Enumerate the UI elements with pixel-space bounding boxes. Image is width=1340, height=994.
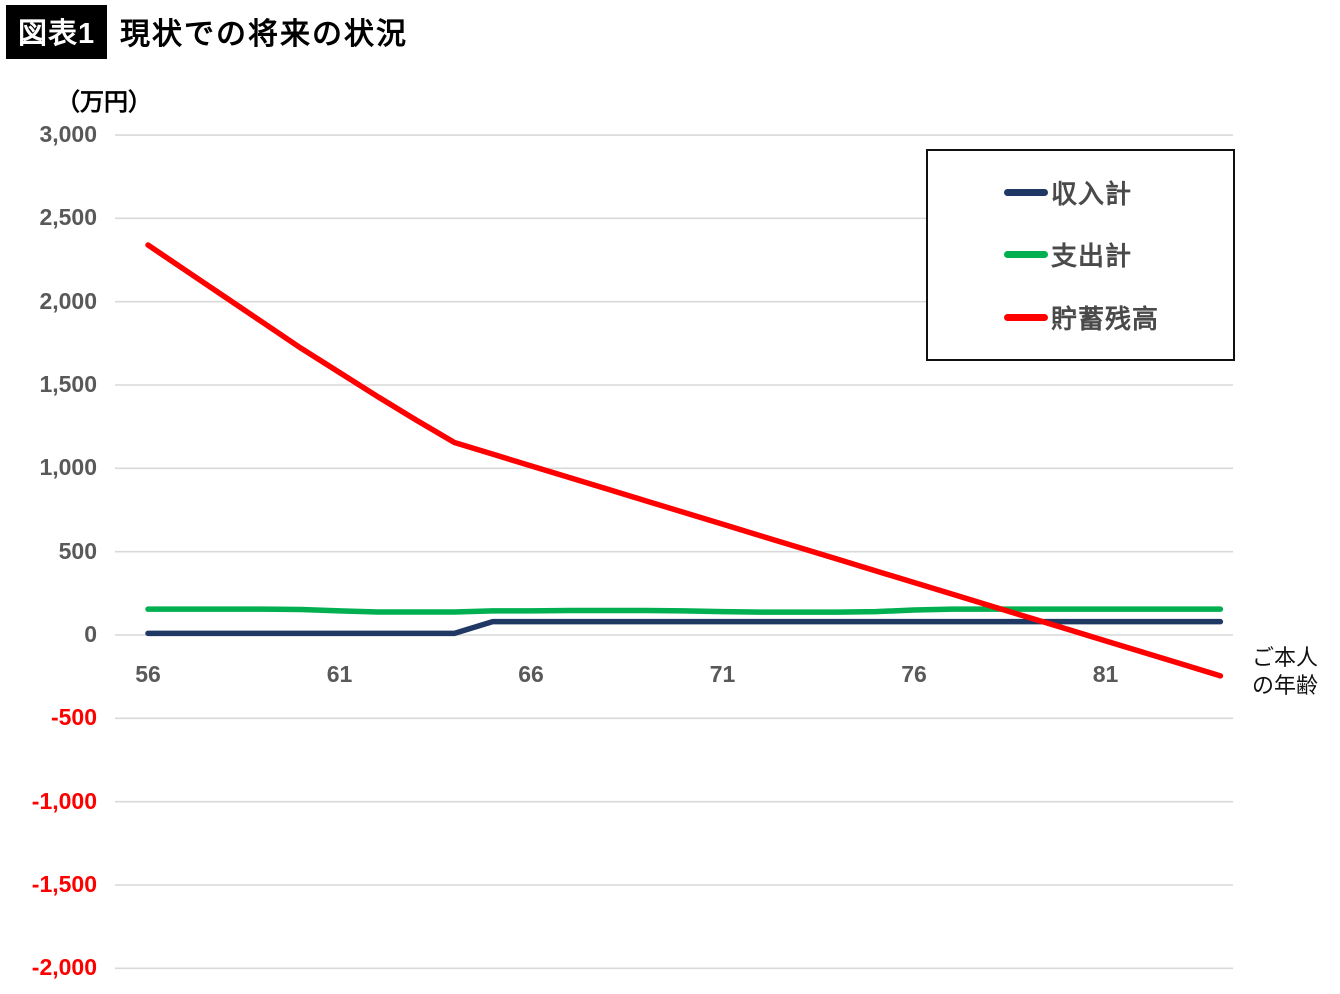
legend-item-expenditure: 支出計 — [1004, 236, 1233, 273]
y-tick-label-3000: 3,000 — [39, 121, 97, 148]
y-tick-label-2500: 2,500 — [39, 204, 97, 231]
y-tick-label--1500: -1,500 — [31, 870, 97, 897]
y-tick-label-2000: 2,000 — [39, 287, 97, 314]
y-tick-label--2000: -2,000 — [31, 954, 97, 981]
x-axis-title: ご本人 の年齢 — [1252, 644, 1318, 700]
legend-label-income: 収入計 — [1051, 178, 1133, 209]
x-tick-label-71: 71 — [709, 661, 736, 687]
series-line-2 — [145, 242, 1224, 679]
legend-box: 収入計 支出計 貯蓄残高 — [926, 149, 1235, 361]
x-tick-label-66: 66 — [518, 661, 544, 687]
x-tick-label-56: 56 — [135, 661, 161, 687]
y-tick-label-0: 0 — [84, 621, 97, 647]
legend-label-expenditure: 支出計 — [1051, 241, 1133, 272]
legend-item-savings: 貯蓄残高 — [1004, 299, 1233, 336]
y-tick-label-1000: 1,000 — [39, 454, 97, 481]
series-line-1 — [145, 606, 1224, 615]
expenditure-line-swatch — [1004, 251, 1048, 259]
x-tick-label-76: 76 — [901, 661, 927, 687]
x-tick-label-61: 61 — [326, 661, 353, 687]
legend-label-savings: 貯蓄残高 — [1051, 304, 1160, 335]
x-tick-label-81: 81 — [1092, 661, 1119, 687]
y-tick-label--1000: -1,000 — [31, 787, 97, 814]
y-axis-unit-label: （万円） — [56, 89, 152, 116]
legend-item-income: 収入計 — [1004, 174, 1233, 211]
x-axis-title-line1: ご本人 — [1252, 645, 1319, 670]
y-tick-label--500: -500 — [50, 704, 97, 731]
figure-badge: 図表1 — [6, 5, 108, 59]
savings-line-swatch — [1004, 314, 1048, 322]
chart-title: 現状での将来の状況 — [120, 18, 408, 51]
y-tick-label-1500: 1,500 — [39, 371, 97, 397]
x-axis-title-line2: の年齢 — [1252, 673, 1319, 698]
y-tick-label-500: 500 — [58, 537, 97, 564]
income-line-swatch — [1004, 188, 1048, 196]
